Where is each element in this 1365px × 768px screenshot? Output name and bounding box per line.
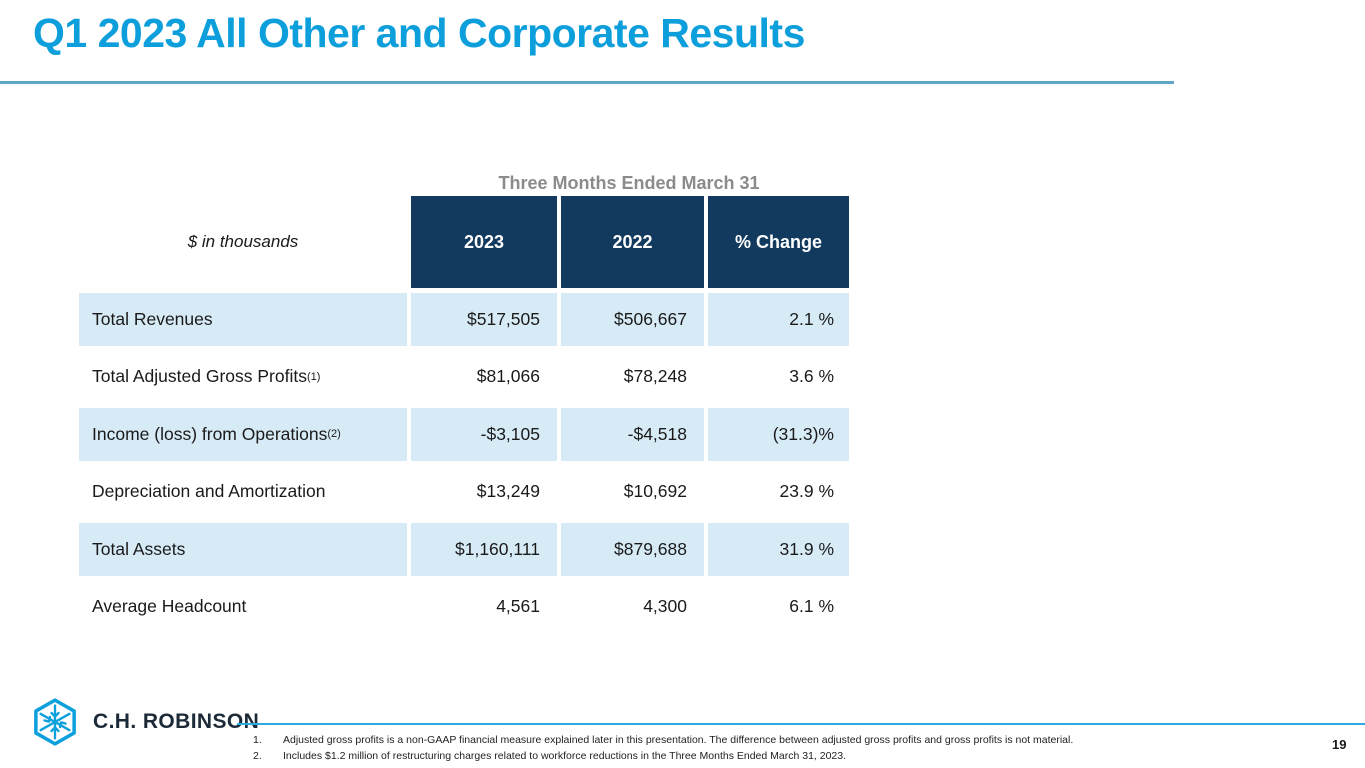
value-2023: $81,066 <box>476 366 540 387</box>
financial-table: $ in thousands 2023 2022 % Change Total … <box>79 196 849 633</box>
row-label: Total Adjusted Gross Profits (1) <box>92 366 321 387</box>
row-label: Total Revenues <box>79 293 407 346</box>
company-logo-text: C.H. ROBINSON <box>93 710 260 733</box>
value-change: 31.9 % <box>708 523 849 576</box>
row-label: Income (loss) from Operations (2) <box>79 408 407 461</box>
footnote-number: 2. <box>253 750 262 762</box>
footer-divider <box>237 723 1365 725</box>
company-logo: C.H. ROBINSON <box>30 697 259 747</box>
column-header-change: % Change <box>708 196 849 288</box>
value-2022: -$4,518 <box>561 408 704 461</box>
column-header-2022: 2022 <box>561 196 704 288</box>
page-number: 19 <box>1332 737 1347 752</box>
footnote-2: 2. Includes $1.2 million of restructurin… <box>253 748 1313 764</box>
value-change: 2.1 % <box>708 293 849 346</box>
value-2023: -$3,105 <box>411 408 557 461</box>
title-underline <box>0 81 1174 84</box>
value-change: 6.1 % <box>789 596 834 617</box>
value-change: (31.3)% <box>708 408 849 461</box>
value-change: 3.6 % <box>789 366 834 387</box>
footnote-number: 1. <box>253 734 262 746</box>
footnote-text: Includes $1.2 million of restructuring c… <box>283 750 847 762</box>
value-2022: $506,667 <box>561 293 704 346</box>
footnote-1: 1. Adjusted gross profits is a non-GAAP … <box>253 732 1313 748</box>
value-change: 23.9 % <box>779 481 834 502</box>
value-2022: $78,248 <box>623 366 687 387</box>
footnotes: 1. Adjusted gross profits is a non-GAAP … <box>253 732 1313 764</box>
column-header-2023: 2023 <box>411 196 557 288</box>
value-2022: $10,692 <box>623 481 687 502</box>
row-label: Depreciation and Amortization <box>92 481 326 502</box>
row-label: Total Assets <box>79 523 407 576</box>
page-title: Q1 2023 All Other and Corporate Results <box>33 10 805 56</box>
value-2022: $879,688 <box>561 523 704 576</box>
unit-label: $ in thousands <box>187 232 299 251</box>
value-2022: 4,300 <box>643 596 687 617</box>
value-2023: $517,505 <box>411 293 557 346</box>
footnote-text: Adjusted gross profits is a non-GAAP fin… <box>283 734 1074 746</box>
value-2023: $1,160,111 <box>411 523 557 576</box>
table-caption: Three Months Ended March 31 <box>498 173 760 193</box>
chrobinson-hex-icon <box>30 697 80 747</box>
value-2023: $13,249 <box>476 481 540 502</box>
row-label: Average Headcount <box>92 596 247 617</box>
value-2023: 4,561 <box>496 596 540 617</box>
